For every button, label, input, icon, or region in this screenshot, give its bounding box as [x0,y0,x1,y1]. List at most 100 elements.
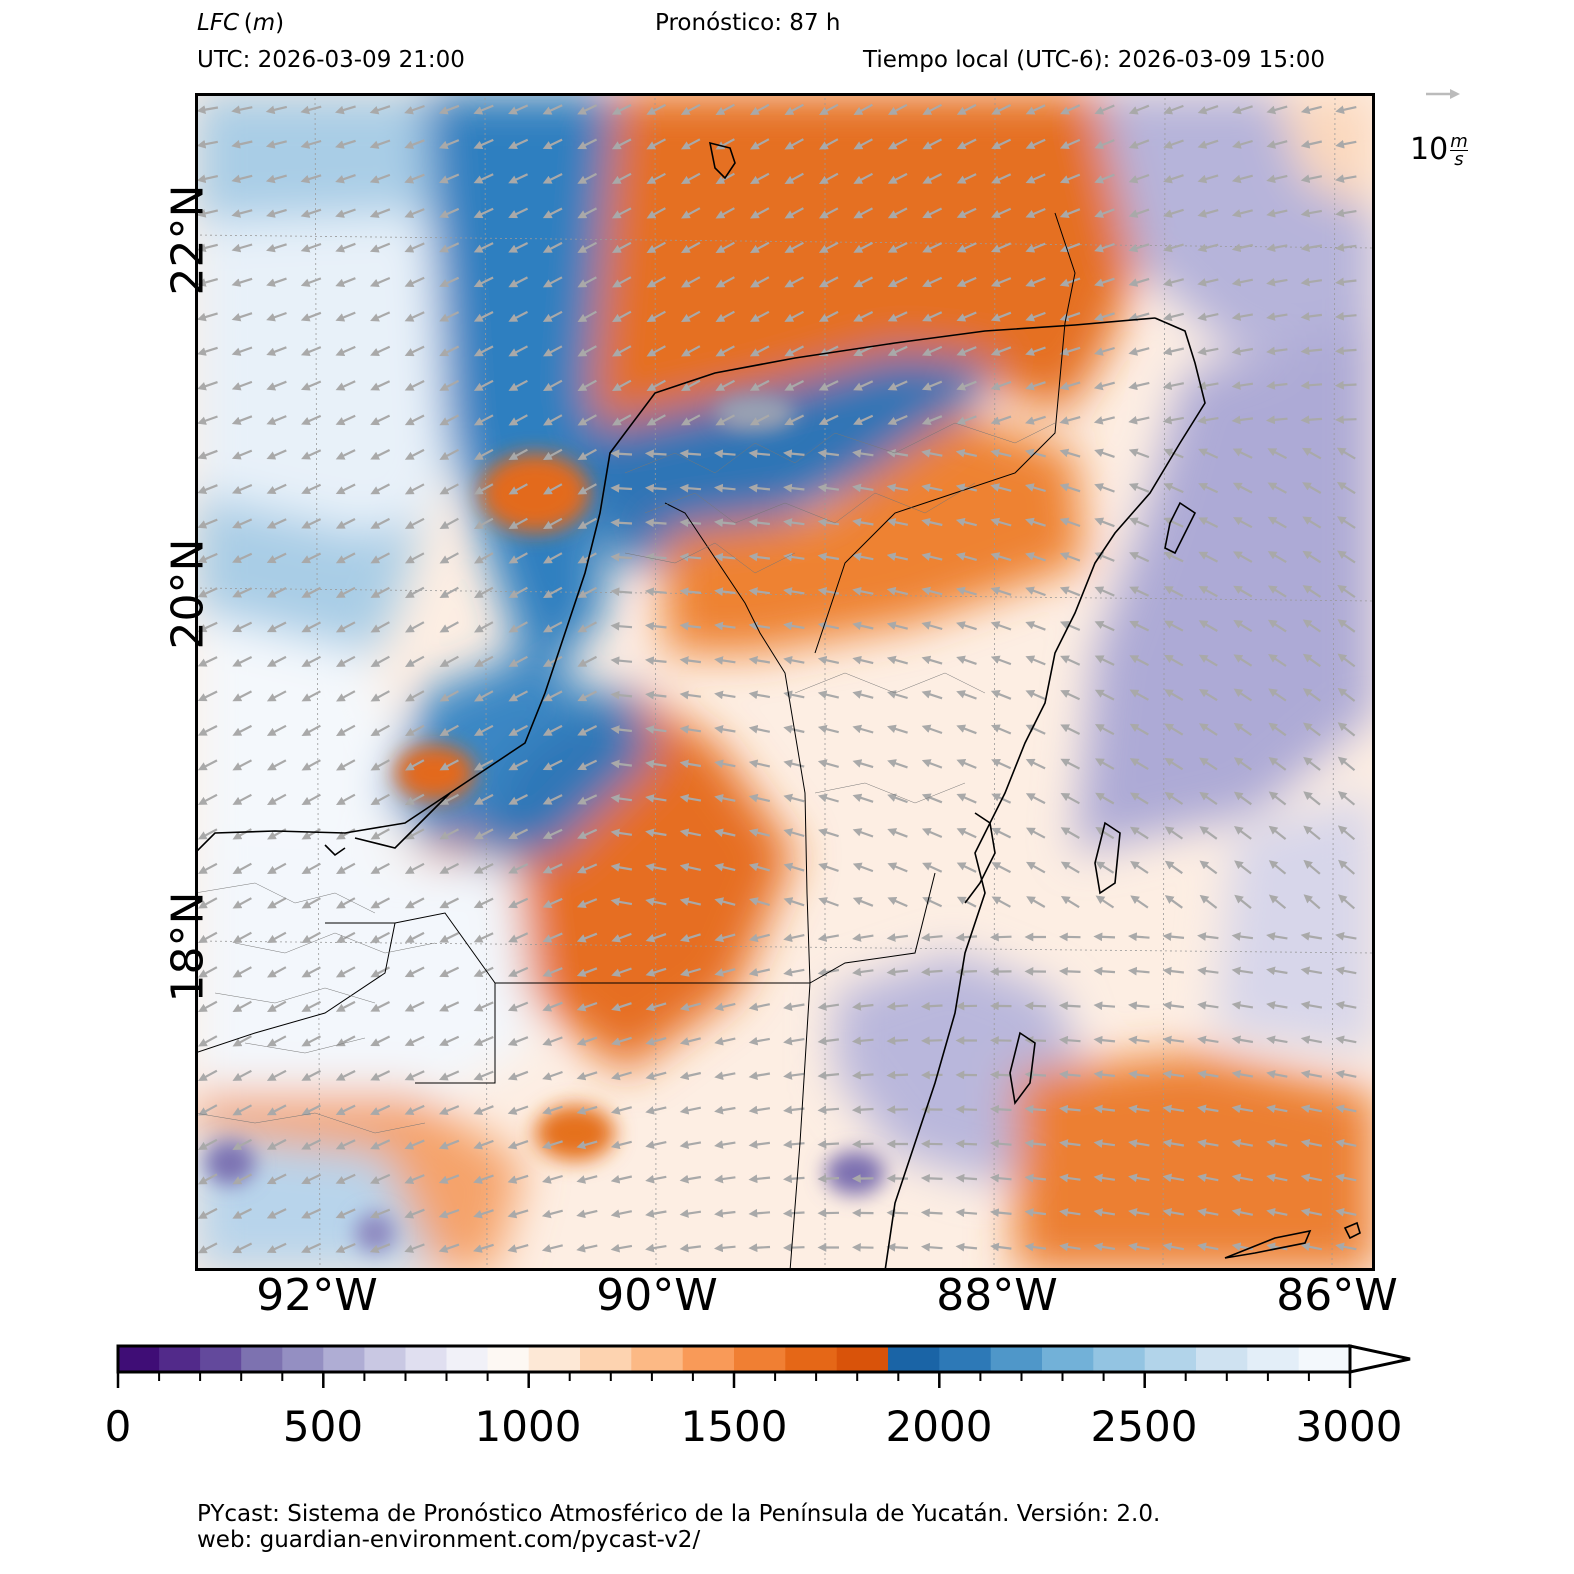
wind-arrow [714,1002,736,1012]
wind-arrow [1093,932,1116,942]
wind-arrow [265,174,287,184]
wind-arrow [1094,620,1115,632]
wind-arrow [542,967,563,977]
wind-arrow [1337,722,1356,737]
wind-arrow [1095,826,1115,840]
lat-tick-label: 22°N [162,184,214,296]
wind-arrow [1336,481,1356,495]
wind-arrow [404,104,425,115]
wind-arrow [439,966,460,978]
wind-arrow [611,138,632,150]
wind-arrow [1164,860,1183,875]
wind-arrow [714,933,736,943]
wind-arrow [817,1002,840,1011]
wind-arrow [439,311,460,322]
colorbar-extend-arrow [1348,1344,1411,1374]
colorbar-bin [785,1346,838,1372]
wind-arrow [543,483,563,495]
wind-arrow [679,621,702,631]
colorbar-bin [990,1346,1043,1372]
wind-arrow [266,724,287,736]
wind-arrow [197,690,218,702]
wind-arrow [1025,483,1046,493]
wind-arrow [1094,724,1115,736]
wind-arrow [644,449,667,459]
wind-arrow [853,380,874,391]
wind-arrow [748,690,771,700]
wind-arrow [1337,550,1356,564]
wind-arrow [1233,757,1252,771]
wind-arrow [266,1208,287,1219]
wind-arrow [1197,1207,1219,1217]
wind-arrow [991,827,1012,839]
wind-arrow [714,1071,736,1081]
wind-arrow [749,897,770,907]
wind-arrow [507,1209,529,1219]
wind-arrow [1025,381,1046,391]
wind-arrow [369,1208,391,1219]
wind-arrow [714,1174,736,1184]
wind-arrow [507,1070,529,1081]
wind-arrow [886,967,909,977]
wind-arrow [817,690,840,699]
wind-arrow [818,414,839,426]
wind-arrow [576,1243,598,1253]
wind-arrow [1300,1138,1323,1148]
wind-arrow [1300,1069,1323,1079]
wind-arrow [610,621,633,631]
wind-arrow [852,1002,874,1011]
wind-arrow [783,793,805,803]
wind-arrow [645,1037,667,1046]
wind-arrow [920,932,943,942]
wind-arrow [818,828,839,838]
wind-arrow [886,483,909,493]
wind-arrow [818,897,839,907]
wind-arrow [1334,346,1357,356]
wind-arrow [1233,654,1253,667]
wind-arrow [1162,966,1185,976]
wind-arrow [783,759,805,768]
wind-arrow [508,759,529,771]
wind-arrow [231,277,253,287]
wind-arrow [611,172,632,184]
wind-arrow [1267,619,1287,633]
wind-arrow [577,655,598,667]
wind-arrow [370,483,391,495]
wind-arrow [783,933,805,943]
wind-arrow [267,966,287,978]
wind-arrow [370,690,390,702]
wind-arrow [956,173,977,184]
wind-arrow [370,1139,391,1150]
wind-arrow [1095,861,1115,874]
wind-arrow [1268,860,1287,875]
wind-arrow [301,518,322,529]
wind-arrow [301,724,321,736]
wind-arrow [1163,174,1184,184]
wind-arrow [1231,1173,1254,1183]
wind-arrow [679,1140,702,1149]
colorbar-bin [888,1346,940,1372]
wind-arrow [197,381,218,391]
wind-key-arrow-icon [1426,89,1460,99]
wind-arrow [1024,1104,1047,1114]
wind-arrow [542,1174,563,1184]
wind-arrow [956,276,977,288]
wind-arrow [679,552,702,562]
wind-arrow [990,483,1012,492]
wind-arrow [232,828,252,840]
wind-arrow [1162,278,1184,287]
wind-arrow [990,655,1012,666]
wind-arrow [508,483,528,495]
wind-arrow [1300,1104,1323,1114]
wind-arrow [473,138,494,150]
wind-arrow [335,1139,356,1150]
wind-arrow [989,1104,1012,1114]
wind-arrow [335,208,356,218]
wind-arrow [543,448,563,460]
wind-arrow [1059,552,1081,562]
wind-arrow [266,621,287,633]
wind-arrow [542,828,563,840]
wind-arrow [784,310,805,322]
wind-arrow [646,345,666,357]
wind-arrow [852,862,874,873]
